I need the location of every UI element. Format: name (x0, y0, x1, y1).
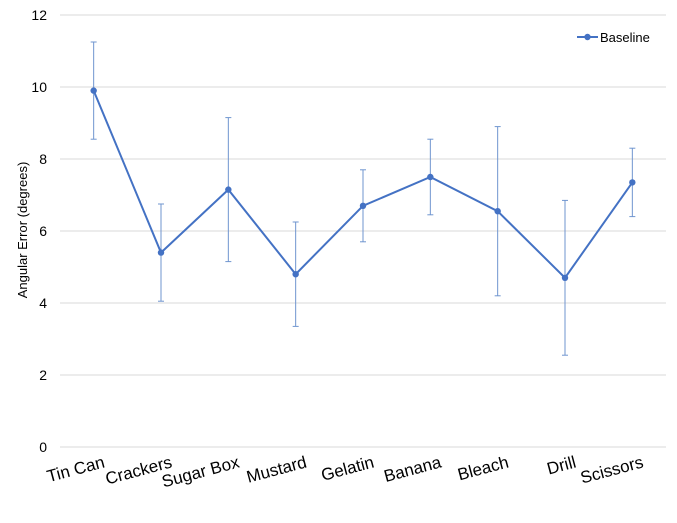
legend-label: Baseline (600, 30, 650, 45)
y-tick-label: 4 (39, 295, 47, 311)
data-points (90, 87, 636, 281)
x-tick-label: Drill (545, 453, 578, 479)
x-tick-label: Sugar Box (160, 452, 242, 491)
x-tick-label: Banana (382, 452, 444, 486)
y-axis-label: Angular Error (degrees) (15, 162, 30, 299)
data-point (90, 87, 97, 94)
y-tick-label: 8 (39, 151, 47, 167)
y-tick-label: 12 (31, 7, 47, 23)
data-point (629, 179, 636, 186)
data-point (561, 274, 569, 281)
y-axis-ticks: 0 2 4 6 8 10 12 (31, 7, 47, 455)
x-tick-label: Mustard (244, 453, 308, 487)
x-tick-label: Tin Can (45, 453, 107, 487)
x-tick-label: Bleach (456, 453, 511, 485)
error-bars (90, 41, 636, 356)
y-tick-label: 6 (39, 223, 47, 239)
x-tick-label: Scissors (578, 453, 645, 488)
data-point (494, 208, 501, 215)
data-point (225, 186, 232, 193)
y-tick-label: 2 (39, 367, 47, 383)
legend: Baseline (577, 30, 650, 45)
legend-marker (584, 33, 591, 41)
x-tick-label: Gelatin (319, 453, 376, 485)
data-point (292, 271, 299, 278)
data-point (157, 249, 165, 256)
y-tick-label: 0 (39, 439, 47, 455)
data-point (359, 202, 367, 209)
y-tick-label: 10 (31, 79, 47, 95)
data-point (427, 173, 434, 181)
